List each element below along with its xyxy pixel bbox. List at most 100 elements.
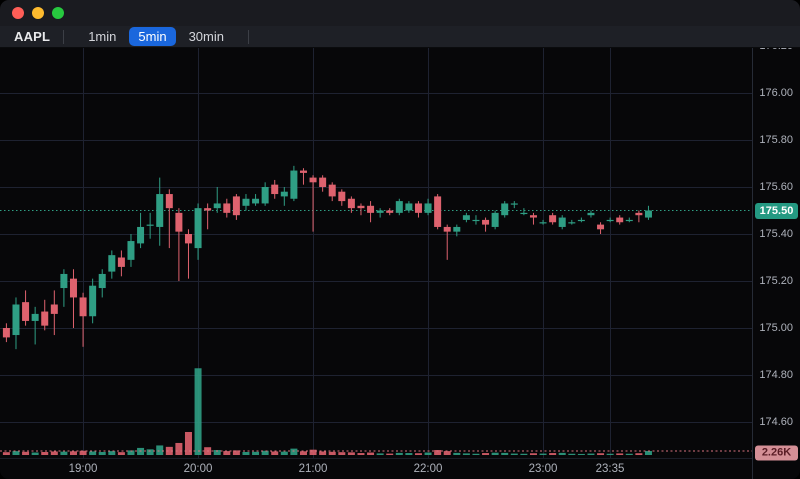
- candle-wick: [312, 175, 314, 232]
- time-axis-label: 19:00: [68, 463, 98, 475]
- last-volume-badge: 2.26K: [755, 445, 798, 461]
- candle-body: [395, 201, 403, 213]
- candle-body: [482, 219, 490, 225]
- toolbar-divider: [248, 29, 249, 44]
- candle-body: [69, 278, 77, 298]
- candle-body: [644, 210, 652, 218]
- candle-body: [501, 203, 509, 216]
- candle-body: [597, 224, 605, 230]
- minimize-button[interactable]: [32, 7, 44, 19]
- candle-wick: [446, 224, 448, 260]
- candle-body: [424, 203, 432, 213]
- candle-wick: [638, 210, 640, 223]
- chart-area[interactable]: 176.20 176.00 175.80 175.60 175.40 175.20 175.…: [0, 48, 800, 479]
- candle-body: [299, 170, 307, 173]
- time-axis-label: 20:00: [183, 463, 213, 475]
- candle-body: [539, 222, 547, 224]
- timeframe-button-5min[interactable]: 5min: [129, 27, 176, 46]
- price-axis-label: 174.60: [759, 416, 793, 428]
- candle-body: [79, 297, 87, 317]
- price-axis-label: 175.80: [759, 134, 793, 146]
- candlestick-chart[interactable]: [0, 48, 752, 458]
- candle-body: [367, 205, 375, 213]
- candle-body: [50, 304, 58, 314]
- time-axis-label: 22:00: [413, 463, 443, 475]
- candle-body: [60, 273, 68, 289]
- candle-body: [108, 255, 116, 272]
- price-axis-label: 175.20: [759, 275, 793, 287]
- candle-body: [347, 198, 355, 209]
- candle-body: [376, 210, 384, 213]
- candle-wick: [523, 208, 525, 216]
- gridlines: [0, 48, 752, 458]
- candle-body: [290, 170, 298, 199]
- price-axis-label: 175.40: [759, 228, 793, 240]
- candle-body: [453, 226, 461, 232]
- candle-wick: [72, 269, 74, 328]
- candle-body: [520, 212, 528, 215]
- candle-body: [252, 198, 260, 204]
- time-axis-label: 23:35: [595, 463, 625, 475]
- price-axis-label: 176.00: [759, 87, 793, 99]
- fullscreen-button[interactable]: [52, 7, 64, 19]
- titlebar: [0, 0, 800, 26]
- candle-body: [146, 224, 154, 226]
- candle-body: [491, 212, 499, 227]
- candle-body: [328, 184, 336, 197]
- candle-body: [577, 219, 585, 222]
- candle-body: [175, 212, 183, 232]
- price-axis-label: 175.00: [759, 322, 793, 334]
- volume-bars: [2, 368, 652, 455]
- toolbar: AAPL 1min 5min 30min: [0, 26, 800, 48]
- candle-wick: [532, 212, 534, 225]
- candle-body: [242, 198, 250, 206]
- candle-body: [41, 311, 49, 326]
- candle-body: [271, 184, 279, 195]
- candle-wick: [82, 292, 84, 347]
- last-price-badge: 175.50: [755, 202, 798, 219]
- time-axis[interactable]: 19:00 20:00 21:00 22:00 23:00 23:35: [0, 458, 752, 479]
- price-axis[interactable]: 176.20 176.00 175.80 175.60 175.40 175.20 175.…: [752, 48, 800, 479]
- candle-body: [89, 285, 97, 317]
- timeframe-button-30min[interactable]: 30min: [180, 27, 233, 46]
- candle-body: [194, 208, 202, 249]
- candle-body: [568, 222, 576, 224]
- candle-body: [261, 187, 269, 204]
- candle-body: [510, 203, 518, 205]
- time-axis-label: 23:00: [528, 463, 558, 475]
- candle-body: [223, 203, 231, 213]
- candle-body: [462, 215, 470, 220]
- price-axis-label: 174.80: [759, 369, 793, 381]
- candle-wick: [187, 229, 189, 279]
- candle-wick: [207, 203, 209, 230]
- candle-body: [232, 196, 240, 216]
- candle-body: [386, 210, 394, 213]
- candle-body: [156, 194, 164, 227]
- candle-body: [213, 203, 221, 209]
- candle-body: [625, 219, 633, 222]
- candle-body: [309, 177, 317, 183]
- candle-body: [280, 191, 288, 197]
- candle-body: [127, 241, 135, 260]
- candle-wick: [178, 208, 180, 281]
- candle-body: [357, 205, 365, 209]
- candle-wick: [216, 187, 218, 213]
- candle-body: [443, 226, 451, 232]
- candle-body: [414, 203, 422, 213]
- candle-body: [635, 212, 643, 216]
- price-axis-label: 175.60: [759, 181, 793, 193]
- candles: [2, 165, 652, 350]
- candle-body: [137, 226, 145, 244]
- candle-body: [204, 208, 212, 211]
- timeframe-button-1min[interactable]: 1min: [79, 27, 125, 46]
- candle-body: [587, 212, 595, 216]
- candle-wick: [34, 306, 36, 345]
- candle-body: [12, 304, 20, 336]
- candle-body: [98, 273, 106, 289]
- candle-body: [184, 234, 192, 244]
- candle-wick: [485, 217, 487, 232]
- candle-body: [558, 217, 566, 227]
- close-button[interactable]: [12, 7, 24, 19]
- candle-body: [472, 219, 480, 222]
